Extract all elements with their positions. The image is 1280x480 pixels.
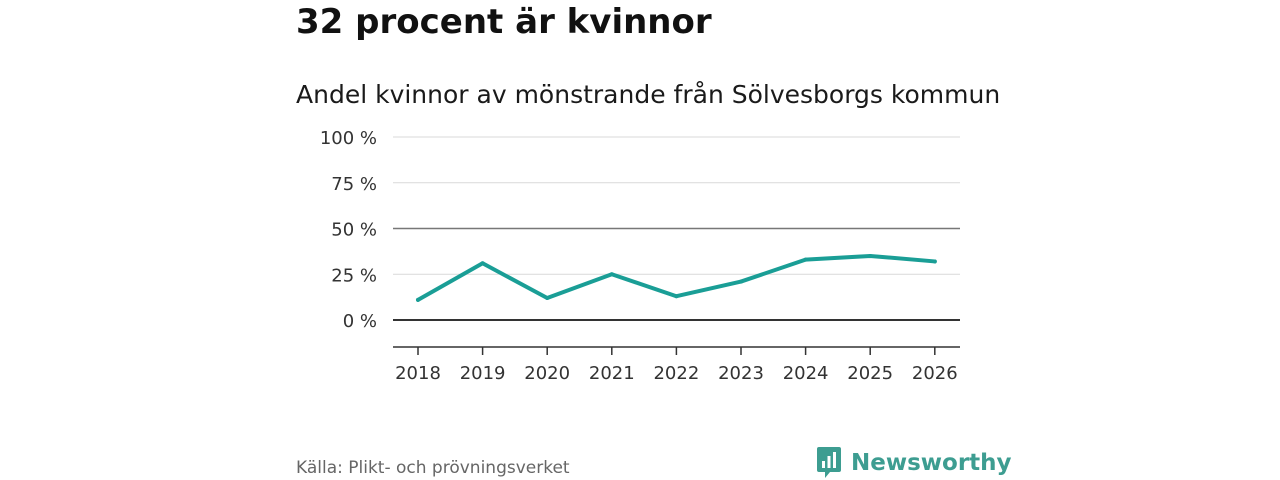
y-tick-label: 50 % bbox=[331, 220, 377, 241]
x-tick-label: 2023 bbox=[718, 363, 764, 384]
x-tick-label: 2021 bbox=[589, 363, 635, 384]
series-line bbox=[416, 253, 937, 302]
y-axis-tick-labels: 0 % 25 % 50 % 75 % 100 % bbox=[320, 128, 377, 332]
data-point bbox=[674, 294, 679, 299]
series-lines bbox=[416, 253, 937, 302]
newsworthy-logo: Newsworthy bbox=[815, 446, 1012, 480]
newsworthy-logo-icon bbox=[817, 447, 841, 478]
x-tick-label: 2024 bbox=[783, 363, 829, 384]
data-point bbox=[739, 279, 743, 284]
x-axis: 2018 2019 2020 2021 2022 2023 2024 2025 2026 bbox=[393, 346, 960, 384]
x-tick-label: 2020 bbox=[524, 363, 570, 384]
x-tick-label: 2022 bbox=[653, 363, 699, 384]
data-point bbox=[868, 253, 873, 258]
brand-name: Newsworthy bbox=[851, 450, 1012, 476]
page-title: 32 procent är kvinnor bbox=[296, 2, 712, 42]
data-point bbox=[609, 272, 614, 277]
data-point bbox=[416, 297, 420, 302]
chart-subtitle: Andel kvinnor av mönstrande från Sölvesb… bbox=[296, 80, 1001, 109]
source-note: Källa: Plikt- och prövningsverket bbox=[296, 458, 570, 478]
y-tick-label: 0 % bbox=[343, 311, 377, 332]
x-tick-label: 2018 bbox=[395, 363, 441, 384]
y-tick-label: 25 % bbox=[331, 265, 377, 286]
x-tick-label: 2019 bbox=[460, 363, 506, 384]
y-tick-label: 75 % bbox=[331, 174, 377, 195]
data-point bbox=[545, 296, 550, 301]
x-tick-label: 2026 bbox=[912, 363, 958, 384]
y-tick-label: 100 % bbox=[320, 128, 377, 149]
data-point bbox=[932, 259, 937, 264]
grid-lines bbox=[393, 136, 960, 321]
x-tick-label: 2025 bbox=[847, 363, 893, 384]
data-point bbox=[480, 261, 485, 266]
data-point bbox=[803, 257, 808, 262]
